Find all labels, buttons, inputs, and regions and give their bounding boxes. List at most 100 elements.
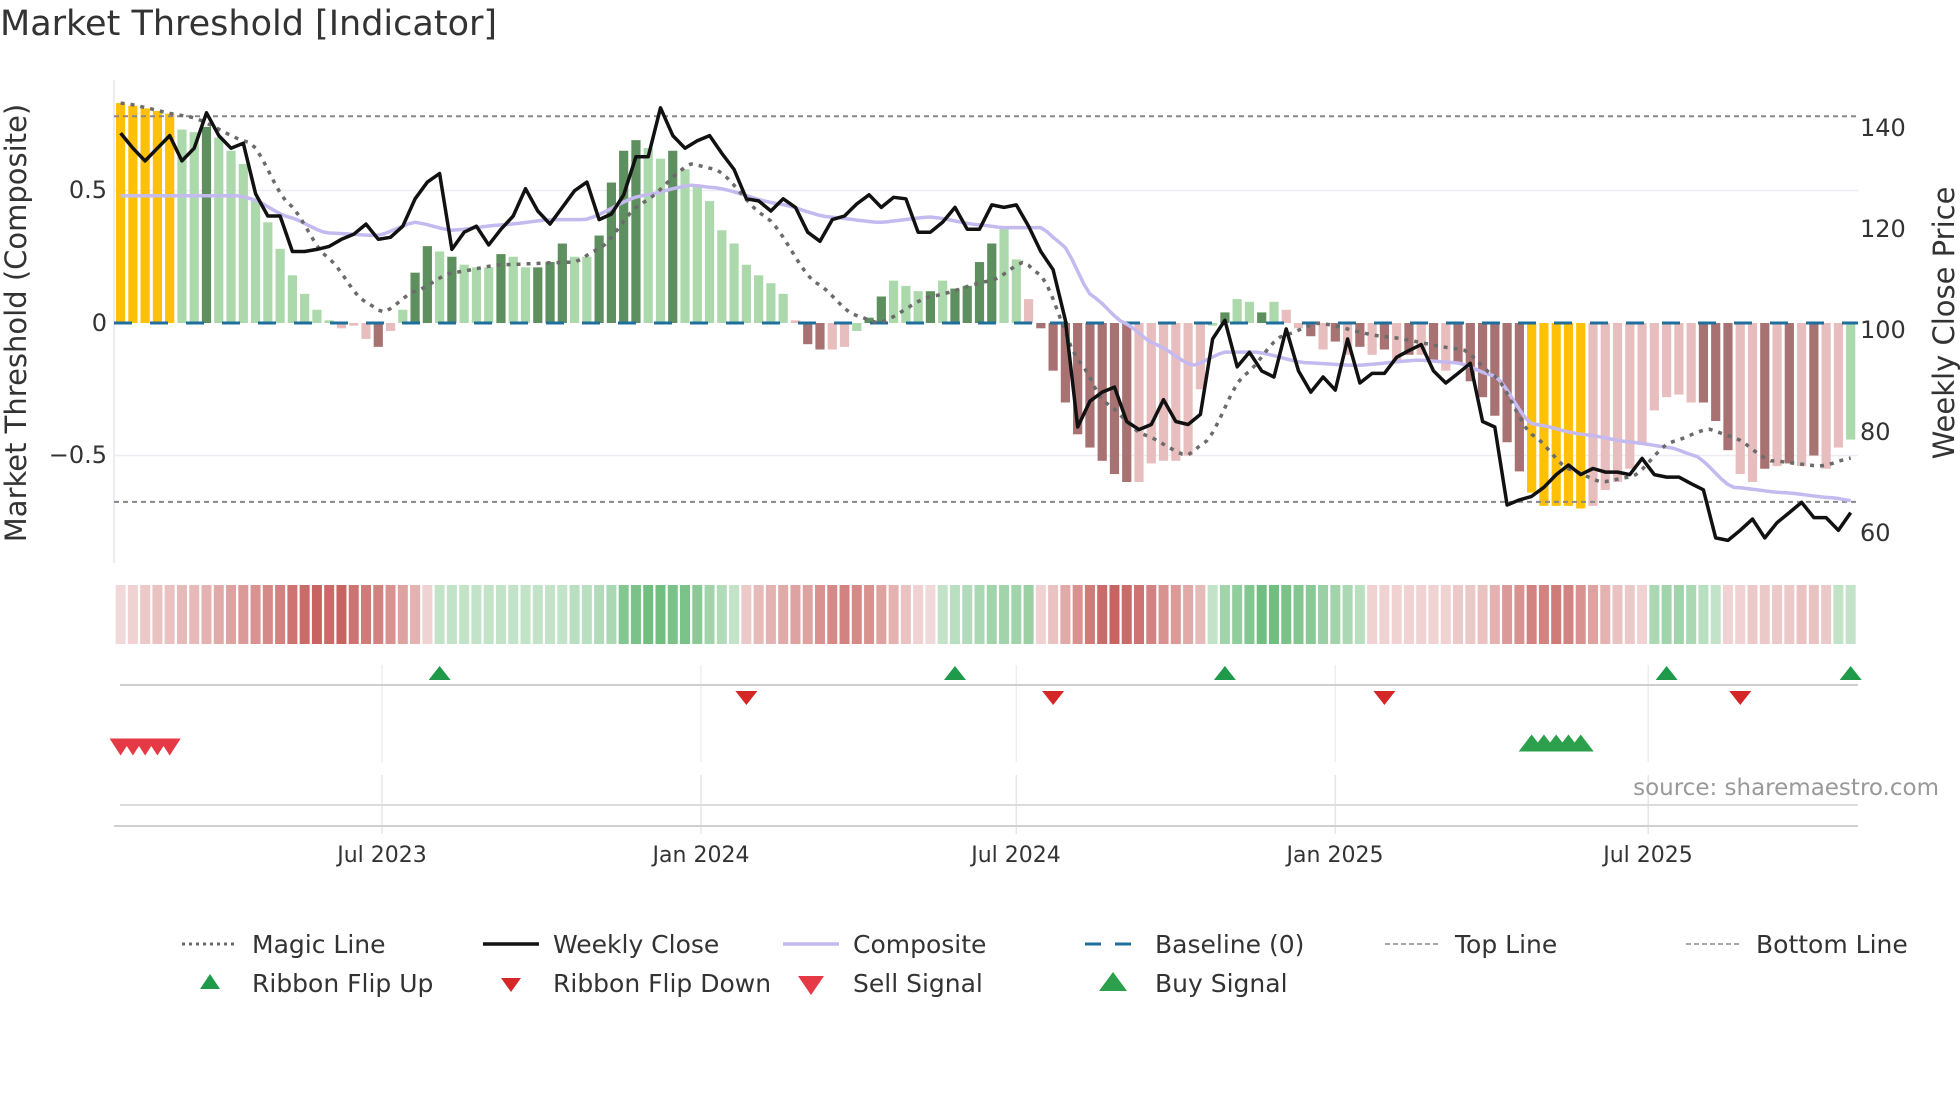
composite-bar [766,283,776,323]
legend-item-top-line: Top Line [1383,927,1557,961]
ribbon-cell [115,585,126,644]
composite-bar [545,262,555,323]
ribbon-cell [1330,585,1341,644]
composite-bar [754,275,764,323]
composite-bar [1465,323,1475,382]
composite-bar [1355,323,1365,347]
composite-bar [1588,323,1598,506]
signal-markers [109,666,1862,756]
composite-bar [349,323,359,326]
ribbon-cell [1637,585,1648,644]
ribbon-cell [1170,585,1181,644]
composite-bar [1612,323,1623,482]
composite-bar [1220,312,1230,323]
ribbon-cell [1502,585,1513,644]
composite-bar [668,150,678,323]
composite-bar [1662,323,1672,398]
composite-bar [287,275,297,323]
legend-label: Magic Line [252,929,386,959]
legend-label: Baseline (0) [1155,929,1305,959]
ribbon-cell [765,585,776,644]
solid-line-icon [783,942,839,946]
ribbon-cell [606,585,617,644]
ribbon-cell [1489,585,1500,644]
ribbon-cell [201,585,212,644]
composite-bar [925,291,936,323]
series-lines [114,101,1858,543]
ribbon-cell [1563,585,1574,644]
ribbon-cell [1710,585,1721,644]
ribbon-cell [1538,585,1549,644]
ribbon-cell [1281,585,1292,644]
ribbon-flip-down-marker [1042,691,1065,705]
composite-bar [1158,323,1169,461]
composite-bar [165,113,175,324]
composite-bar [717,230,727,323]
composite-bar [803,323,813,345]
ribbon-cell [1060,585,1071,644]
ribbon-flip-up-marker [943,666,966,680]
ribbon-cell [373,585,384,644]
composite-bar [1183,323,1193,456]
composite-bar [459,264,469,323]
triangle-down-icon [798,976,824,995]
ribbon-cell [1158,585,1169,644]
composite-bar [177,129,187,323]
composite-bar [1011,259,1021,323]
ribbon-cell [1146,585,1157,644]
composite-bar [1735,323,1745,475]
composite-bar [790,320,801,323]
ribbon-cell [1588,585,1598,644]
ribbon-cell [1649,585,1660,644]
composite-bar [189,132,199,323]
ribbon-cell [1612,585,1623,644]
ribbon-cell [1465,585,1476,644]
composite-bar [1379,323,1390,350]
composite-bar [1846,323,1856,440]
ribbon-cell [1453,585,1464,644]
composite-bar [1637,323,1647,445]
legend-label: Top Line [1455,929,1558,959]
legend-item-bottom-line: Bottom Line [1684,927,1908,961]
ribbon-cell [1784,585,1795,644]
composite-bar [1686,323,1696,403]
ribbon-cell [1379,585,1390,644]
composite-bar [435,251,445,323]
composite-bar [422,246,432,323]
composite-bar [1821,323,1831,469]
ribbon-cell [888,585,899,644]
y2-axis-title: Weekly Close Price [1927,187,1960,460]
composite-bar [643,148,653,323]
y-axis-title: Market Threshold (Composite) [0,104,33,542]
ribbon-cell [164,585,175,644]
ribbon-cell [446,585,457,644]
composite-bar [1723,323,1733,451]
composite-bar [1023,299,1034,323]
composite-bar [1085,323,1095,448]
composite-bar [263,222,273,323]
composite-bar [582,256,592,323]
ribbon-cell [262,585,273,644]
composite-bar [864,317,874,323]
ribbon-cell [324,585,335,644]
ribbon-cell [1796,585,1807,644]
composite-bar [655,158,666,323]
ribbon-cell [790,585,801,644]
composite-line [120,183,1851,503]
composite-bar [1428,323,1439,361]
ribbon-cell [397,585,408,644]
composite-bar [778,293,788,323]
dashed-line-icon [1385,943,1441,945]
ribbon-cell [630,585,641,644]
ribbon-cell [410,585,421,644]
composite-bar [201,126,212,324]
composite-bar [1796,323,1807,467]
composite-bar [140,108,150,323]
composite-bar [1576,323,1586,509]
ribbon-cell [1735,585,1746,644]
composite-bar [1036,323,1046,329]
composite-bar [1502,323,1512,443]
ribbon-cell [741,585,752,644]
ribbon-cell [1661,585,1672,644]
composite-bar [1195,323,1205,390]
